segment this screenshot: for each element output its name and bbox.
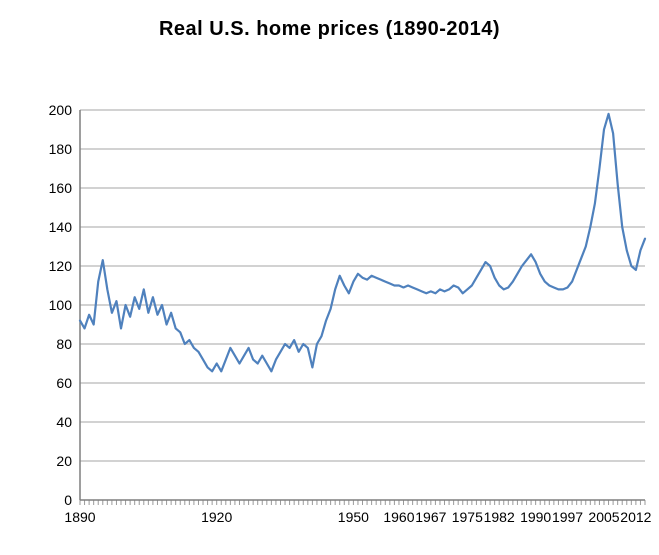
y-tick-label: 60 [56,375,72,391]
y-tick-label: 20 [56,453,72,469]
y-tick-label: 160 [49,180,73,196]
x-tick-label: 1982 [484,509,515,525]
x-tick-label: 1950 [338,509,369,525]
y-tick-label: 40 [56,414,72,430]
x-tick-label: 2005 [588,509,619,525]
x-tick-label: 1997 [552,509,583,525]
line-chart: 0 20 40 60 80 100 120 140 160 180 200 1890 1920 1950 1… [20,55,659,555]
y-tick-label: 100 [49,297,73,313]
y-tick-label: 120 [49,258,73,274]
x-tick-label: 1975 [452,509,483,525]
chart-container: Real U.S. home prices (1890-2014) 020406… [0,0,659,500]
y-tick-label: 80 [56,336,72,352]
x-tick-label: 1967 [415,509,446,525]
y-tick-label: 140 [49,219,73,235]
x-tick-label: 1920 [201,509,232,525]
x-tick-label: 1890 [64,509,95,525]
y-tick-label: 180 [49,141,73,157]
y-tick-label: 200 [49,102,73,118]
x-tick-label: 1960 [383,509,414,525]
chart-title: Real U.S. home prices (1890-2014) [20,18,639,41]
x-tick-label: 2012 [620,509,651,525]
y-tick-label: 0 [64,492,72,508]
x-tick-label: 1990 [520,509,551,525]
